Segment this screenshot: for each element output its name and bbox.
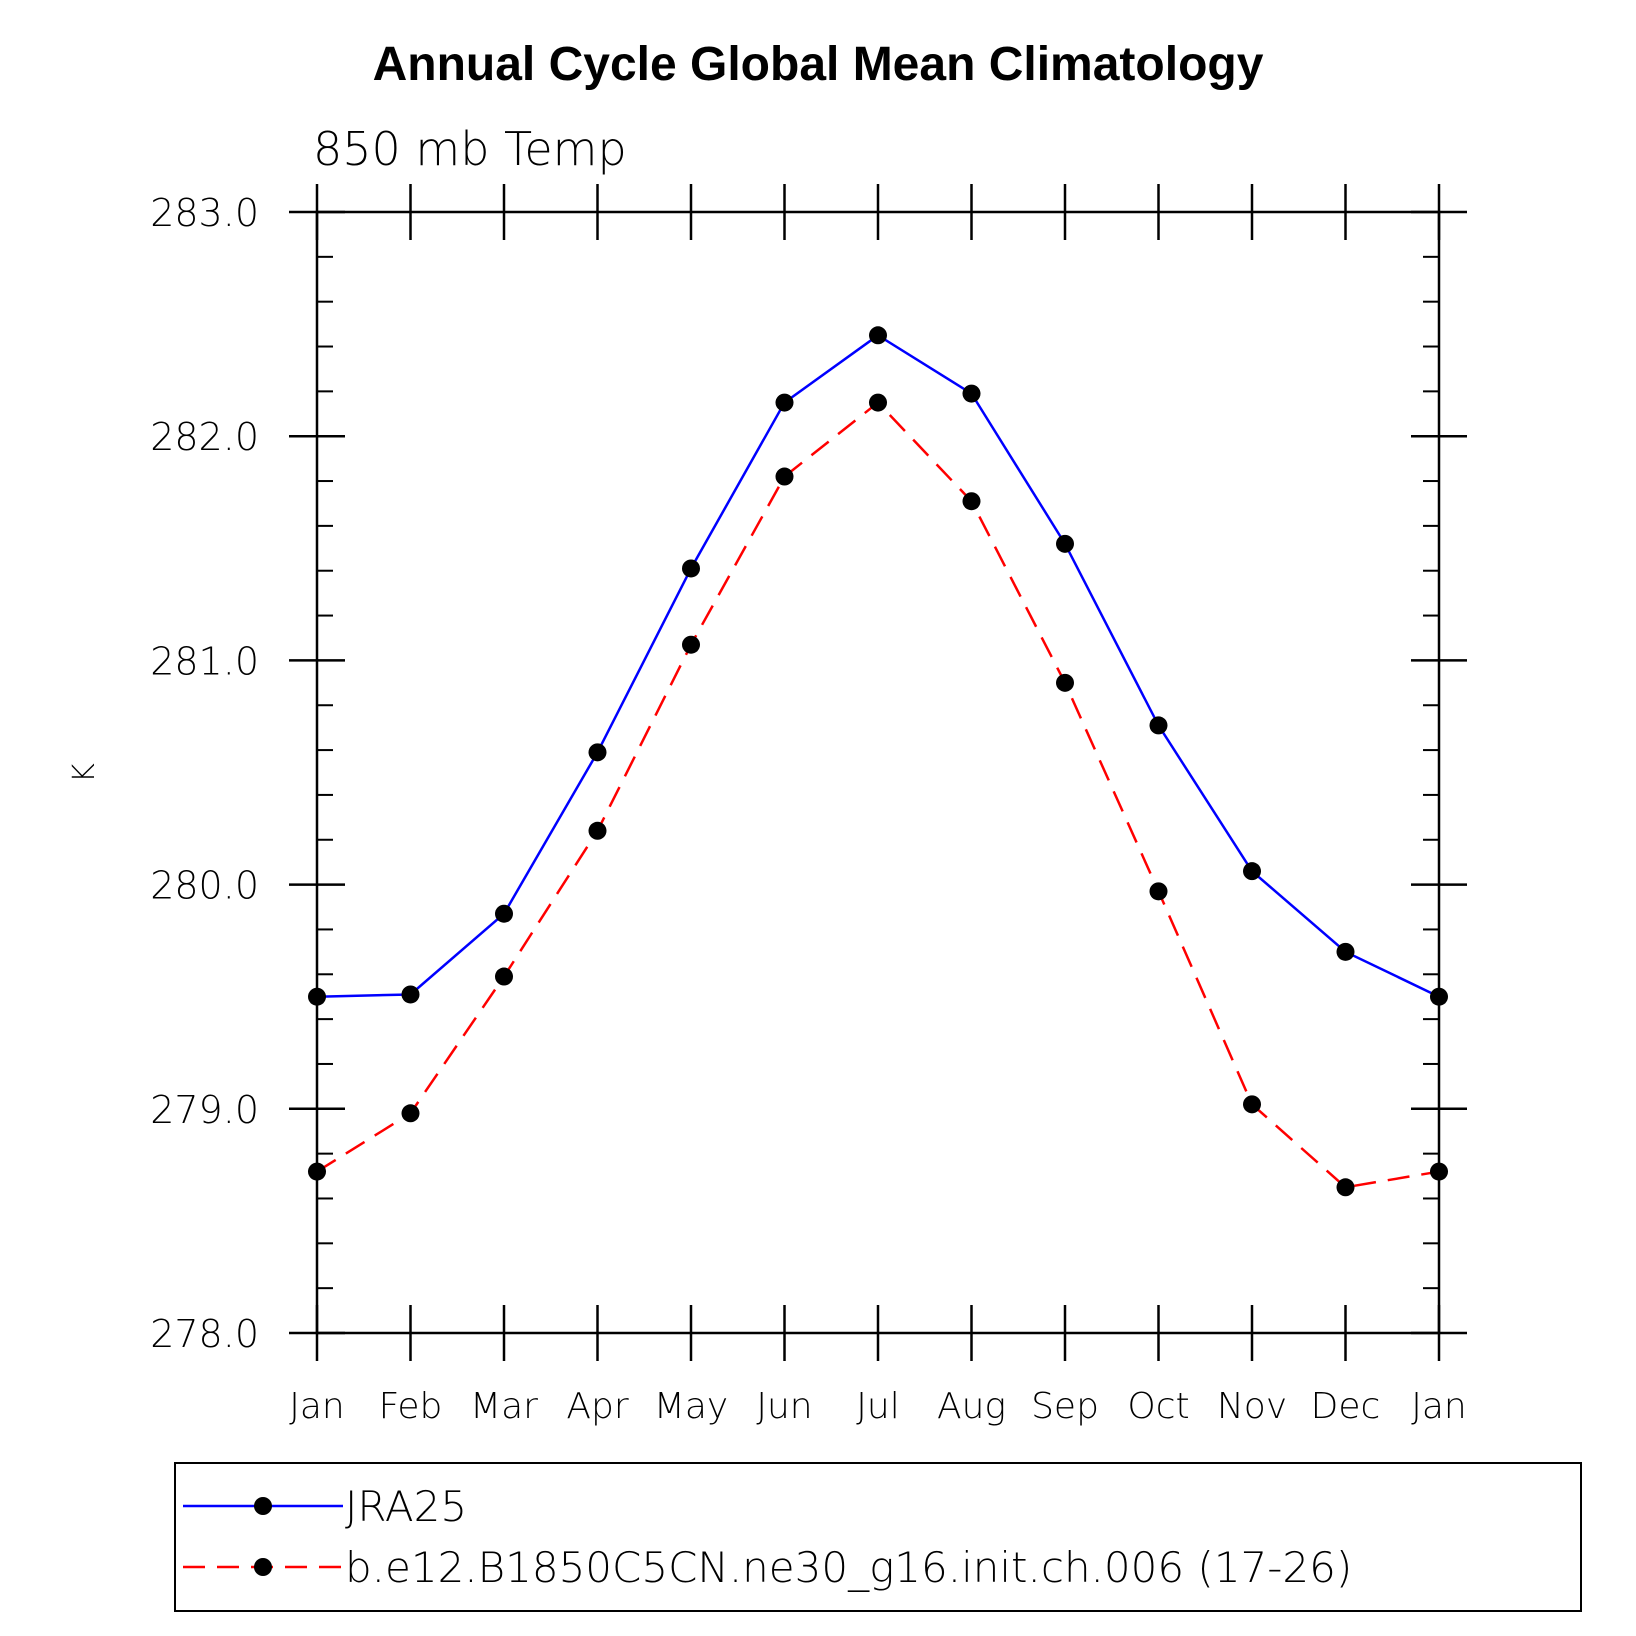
series-layer bbox=[308, 326, 1448, 1197]
x-tick-labels: Jan Feb Mar Apr May Jun Jul Aug Sep Oct Nov Dec Jan bbox=[289, 1386, 1467, 1427]
series-1-point bbox=[962, 384, 981, 403]
series-1-point bbox=[1243, 862, 1261, 881]
x-tick-label: Jun bbox=[756, 1386, 812, 1427]
series-1-point bbox=[682, 559, 700, 578]
legend-label-1: JRA25 bbox=[345, 1482, 467, 1531]
series-line-1 bbox=[316, 333, 1440, 998]
series-2-point bbox=[1243, 1095, 1261, 1114]
chart-title: Annual Cycle Global Mean Climatology bbox=[373, 38, 1264, 91]
x-tick-label: Jan bbox=[289, 1386, 345, 1427]
y-tick-label: 280.0 bbox=[150, 864, 259, 908]
legend: JRA25 b.e12.B1850C5CN.ne30_g16.init.ch.00… bbox=[174, 1462, 1582, 1612]
series-1-point bbox=[775, 393, 794, 412]
series-2-point bbox=[869, 393, 887, 412]
series-2-point bbox=[775, 467, 794, 486]
y-tick-labels: 278.0 279.0 280.0 281.0 282.0 283.0 bbox=[150, 191, 259, 1356]
x-tick-label: May bbox=[654, 1386, 728, 1427]
y-tick-label: 281.0 bbox=[150, 639, 259, 683]
y-tick-label: 279.0 bbox=[150, 1088, 259, 1132]
series-1-point bbox=[1056, 534, 1074, 553]
x-tick-label: Apr bbox=[566, 1386, 628, 1427]
series-1-point bbox=[588, 743, 607, 762]
series-1-point bbox=[1149, 716, 1168, 735]
x-tick-label: Dec bbox=[1311, 1386, 1381, 1427]
series-2-point bbox=[682, 635, 700, 654]
x-tick-label: Mar bbox=[470, 1386, 538, 1427]
legend-label-2: b.e12.B1850C5CN.ne30_g16.init.ch.006 (17… bbox=[345, 1543, 1352, 1592]
y-axis-label: K bbox=[67, 763, 102, 783]
series-1-point bbox=[869, 326, 887, 345]
x-tick-label: Jul bbox=[856, 1386, 899, 1427]
series-2-point bbox=[401, 1104, 420, 1123]
axis-ticks bbox=[289, 184, 1467, 1361]
x-tick-label: Aug bbox=[937, 1386, 1006, 1427]
legend-marker-1 bbox=[254, 1497, 272, 1515]
x-tick-label: Jan bbox=[1411, 1386, 1467, 1427]
plot-frame bbox=[315, 210, 1441, 1335]
series-2-point bbox=[1056, 673, 1074, 692]
series-1-point bbox=[1336, 942, 1355, 961]
legend-items: JRA25 b.e12.B1850C5CN.ne30_g16.init.ch.00… bbox=[183, 1482, 1352, 1592]
y-tick-label: 278.0 bbox=[150, 1312, 259, 1356]
x-tick-label: Nov bbox=[1217, 1386, 1287, 1427]
chart-subtitle: 850 mb Temp bbox=[313, 122, 627, 176]
series-2-point bbox=[1149, 882, 1168, 901]
y-tick-label: 283.0 bbox=[150, 191, 259, 235]
x-tick-label: Feb bbox=[379, 1386, 443, 1427]
series-2-point bbox=[1336, 1178, 1355, 1197]
legend-box bbox=[174, 1462, 1582, 1612]
series-2-point bbox=[495, 967, 513, 986]
x-tick-label: Oct bbox=[1127, 1386, 1189, 1427]
series-2-point bbox=[962, 492, 981, 511]
series-1-point bbox=[401, 985, 420, 1004]
x-tick-label: Sep bbox=[1031, 1386, 1099, 1427]
series-2-point bbox=[588, 821, 607, 840]
series-1-point bbox=[495, 904, 513, 923]
y-tick-label: 282.0 bbox=[150, 415, 259, 459]
series-line-2 bbox=[316, 400, 1440, 1189]
legend-marker-2 bbox=[254, 1558, 272, 1576]
